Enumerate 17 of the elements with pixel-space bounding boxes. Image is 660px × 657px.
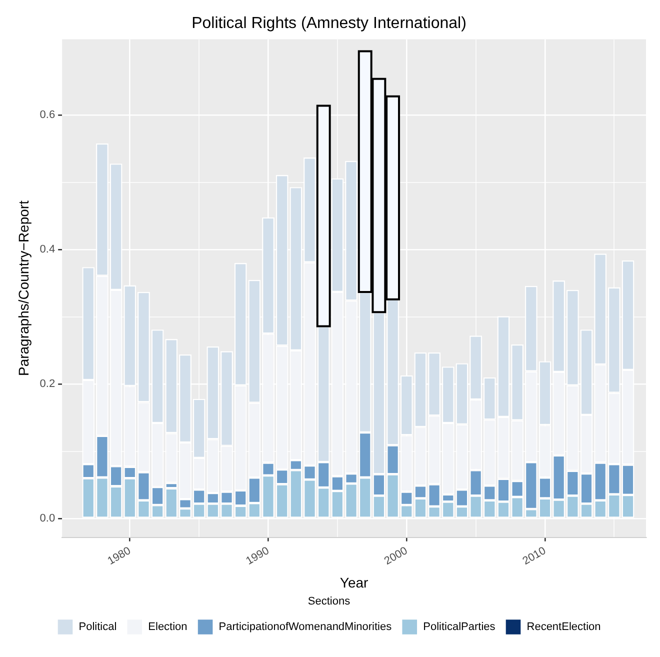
legend-label: PoliticalParties: [423, 621, 496, 634]
legend-label: Political: [78, 621, 117, 634]
y-tick-label: 0.2: [40, 378, 56, 390]
x-tick-label: 1980: [106, 544, 133, 568]
y-tick-label: 0.6: [40, 109, 56, 122]
y-tick-label: 0.4: [40, 244, 56, 256]
x-axis-title: Year: [340, 574, 369, 590]
legend-label: Election: [148, 621, 188, 634]
chart-title: Political Rights (Amnesty International): [192, 15, 466, 32]
x-tick-label: 2000: [382, 544, 410, 568]
legend-title: Sections: [308, 595, 351, 608]
legend-label: RecentElection: [526, 621, 601, 634]
y-axis-title: Paragraphs/Country−Report: [15, 200, 32, 376]
legend-label: ParticipationofWomenandMinorities: [218, 621, 392, 634]
x-tick-label: 1990: [244, 544, 272, 568]
y-tick-label: 0.0: [40, 512, 56, 525]
x-tick-label: 2010: [520, 544, 548, 568]
